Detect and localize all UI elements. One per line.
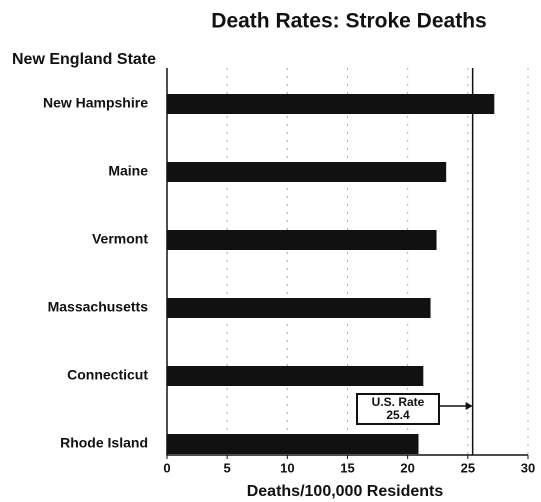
x-axis-label: Deaths/100,000 Residents [247,483,444,500]
bar [167,366,424,386]
y-tick-label: Massachusetts [48,299,149,315]
x-tick-label: 5 [224,460,231,475]
x-tick-label: 25 [461,460,475,475]
annotation-label: U.S. Rate [372,395,425,409]
bar [167,94,495,114]
bar [167,434,419,454]
y-tick-label: Rhode Island [60,435,148,451]
y-tick-label: Vermont [92,231,148,247]
x-tick-label: 30 [521,460,535,475]
y-tick-label: New Hampshire [43,95,148,111]
y-tick-label: Maine [108,163,148,179]
y-axis-label: New England State [12,51,156,68]
y-tick-label: Connecticut [67,367,148,383]
x-tick-label: 20 [400,460,414,475]
arrow-head [465,402,473,410]
annotation-box [356,393,440,425]
x-tick-label: 10 [280,460,294,475]
x-tick-label: 0 [163,460,170,475]
bar [167,298,431,318]
bar [167,230,437,250]
annotation-value: 25.4 [386,408,410,422]
x-tick-label: 15 [340,460,354,475]
chart-title: Death Rates: Stroke Deaths [211,10,486,33]
bar [167,162,447,182]
